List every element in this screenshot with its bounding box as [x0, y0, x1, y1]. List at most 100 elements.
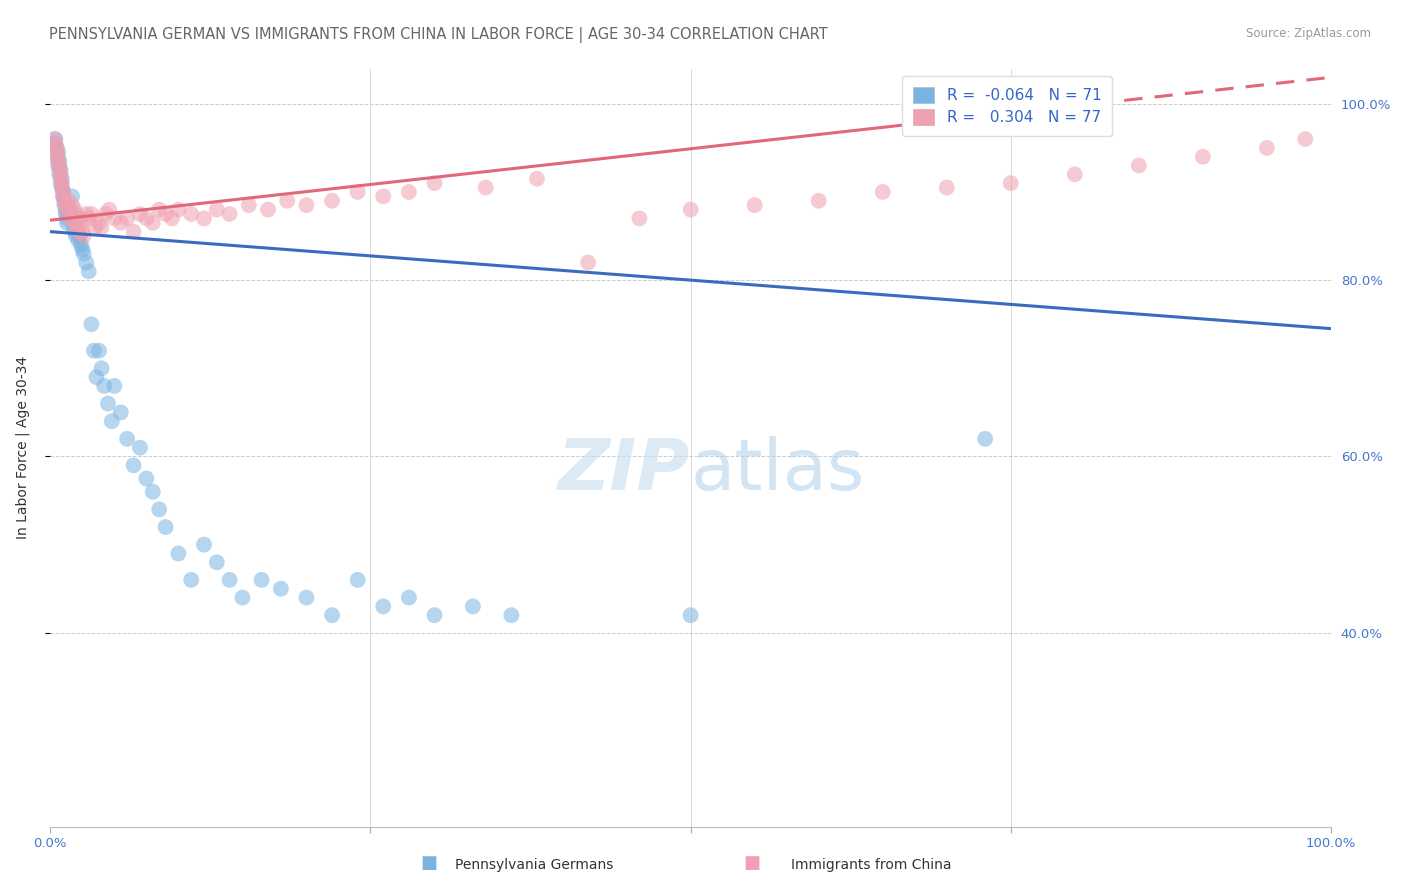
- Point: [56, 216, 79, 230]
- Point: [45, 145, 67, 160]
- Point: [65, 229, 87, 244]
- Point: [180, 573, 202, 587]
- Point: [75, 207, 97, 221]
- Point: [44, 136, 66, 151]
- Point: [70, 216, 93, 230]
- Point: [628, 211, 651, 226]
- Point: [270, 582, 292, 596]
- Point: [135, 211, 157, 226]
- Point: [295, 591, 318, 605]
- Point: [58, 198, 80, 212]
- Point: [807, 194, 830, 208]
- Point: [103, 379, 125, 393]
- Point: [46, 150, 69, 164]
- Point: [58, 194, 80, 208]
- Point: [167, 546, 190, 560]
- Point: [67, 225, 90, 239]
- Point: [87, 216, 110, 230]
- Point: [1294, 132, 1316, 146]
- Point: [1192, 150, 1215, 164]
- Point: [63, 202, 86, 217]
- Point: [66, 220, 89, 235]
- Point: [77, 211, 100, 226]
- Point: [679, 608, 702, 623]
- Point: [52, 185, 75, 199]
- Point: [58, 207, 80, 221]
- Point: [59, 211, 82, 226]
- Point: [257, 202, 280, 217]
- Point: [474, 180, 496, 194]
- Point: [59, 211, 82, 226]
- Point: [60, 198, 83, 212]
- Point: [84, 220, 107, 235]
- Point: [52, 189, 75, 203]
- Point: [72, 229, 94, 244]
- Point: [53, 194, 76, 208]
- Point: [142, 216, 165, 230]
- Point: [46, 159, 69, 173]
- Point: [93, 379, 115, 393]
- Point: [65, 207, 87, 221]
- Text: ■: ■: [420, 855, 437, 872]
- Point: [51, 176, 73, 190]
- Point: [155, 207, 177, 221]
- Point: [87, 343, 110, 358]
- Point: [72, 225, 94, 239]
- Point: [205, 202, 228, 217]
- Point: [44, 136, 66, 151]
- Point: [46, 145, 69, 160]
- Point: [75, 255, 97, 269]
- Point: [53, 198, 76, 212]
- Text: ZIP: ZIP: [558, 436, 690, 505]
- Text: ■: ■: [744, 855, 761, 872]
- Point: [122, 225, 145, 239]
- Point: [148, 502, 170, 516]
- Point: [48, 159, 70, 173]
- Point: [398, 185, 420, 199]
- Point: [55, 202, 77, 217]
- Point: [72, 246, 94, 260]
- Point: [155, 520, 177, 534]
- Point: [142, 484, 165, 499]
- Point: [45, 150, 67, 164]
- Point: [98, 202, 121, 217]
- Point: [52, 185, 75, 199]
- Point: [218, 207, 240, 221]
- Point: [295, 198, 318, 212]
- Point: [193, 211, 215, 226]
- Point: [48, 167, 70, 181]
- Point: [49, 171, 72, 186]
- Text: Source: ZipAtlas.com: Source: ZipAtlas.com: [1246, 27, 1371, 40]
- Point: [1128, 159, 1150, 173]
- Point: [53, 194, 76, 208]
- Point: [231, 591, 253, 605]
- Point: [55, 207, 77, 221]
- Y-axis label: In Labor Force | Age 30-34: In Labor Force | Age 30-34: [15, 356, 30, 540]
- Point: [501, 608, 523, 623]
- Point: [250, 573, 273, 587]
- Point: [55, 198, 77, 212]
- Point: [51, 180, 73, 194]
- Point: [44, 132, 66, 146]
- Point: [180, 207, 202, 221]
- Point: [1000, 176, 1022, 190]
- Point: [526, 171, 548, 186]
- Point: [122, 458, 145, 473]
- Point: [321, 194, 343, 208]
- Point: [135, 471, 157, 485]
- Point: [70, 238, 93, 252]
- Point: [51, 171, 73, 186]
- Point: [346, 185, 368, 199]
- Point: [48, 162, 70, 177]
- Point: [66, 211, 89, 226]
- Point: [160, 211, 183, 226]
- Point: [51, 180, 73, 194]
- Point: [110, 405, 132, 419]
- Point: [46, 154, 69, 169]
- Point: [94, 207, 117, 221]
- Point: [90, 361, 112, 376]
- Point: [62, 216, 84, 230]
- Point: [679, 202, 702, 217]
- Text: Pennsylvania Germans: Pennsylvania Germans: [456, 858, 613, 872]
- Text: PENNSYLVANIA GERMAN VS IMMIGRANTS FROM CHINA IN LABOR FORCE | AGE 30-34 CORRELAT: PENNSYLVANIA GERMAN VS IMMIGRANTS FROM C…: [49, 27, 828, 43]
